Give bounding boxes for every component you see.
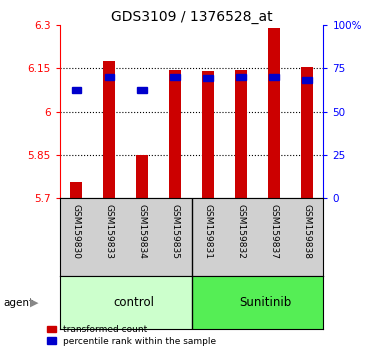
Text: GSM159837: GSM159837 [270, 205, 278, 259]
Bar [103, 61, 115, 198]
Bar [72, 87, 81, 93]
Text: agent: agent [4, 298, 34, 308]
Bar [236, 74, 246, 80]
Text: control: control [113, 296, 154, 309]
Text: GSM159838: GSM159838 [302, 205, 311, 259]
Bar [270, 74, 279, 80]
Text: GSM159830: GSM159830 [72, 205, 81, 259]
Text: GSM159834: GSM159834 [137, 205, 147, 259]
Bar [70, 182, 82, 198]
Text: GSM159835: GSM159835 [171, 205, 179, 259]
Bar [171, 74, 180, 80]
Bar [191, 276, 323, 329]
Bar [136, 155, 148, 198]
Bar [104, 74, 114, 80]
Text: ▶: ▶ [30, 298, 39, 308]
Text: GSM159831: GSM159831 [204, 205, 213, 259]
Text: GSM159833: GSM159833 [105, 205, 114, 259]
Bar [301, 67, 313, 198]
Bar [137, 87, 147, 93]
Text: GSM159832: GSM159832 [236, 205, 246, 259]
Legend: transformed count, percentile rank within the sample: transformed count, percentile rank withi… [43, 321, 219, 349]
Bar [169, 70, 181, 198]
Bar [202, 71, 214, 198]
Text: Sunitinib: Sunitinib [239, 296, 292, 309]
Bar [203, 75, 213, 81]
Bar [268, 28, 280, 198]
Bar [302, 76, 311, 83]
Bar [60, 276, 191, 329]
Bar [235, 70, 247, 198]
Title: GDS3109 / 1376528_at: GDS3109 / 1376528_at [111, 10, 272, 24]
